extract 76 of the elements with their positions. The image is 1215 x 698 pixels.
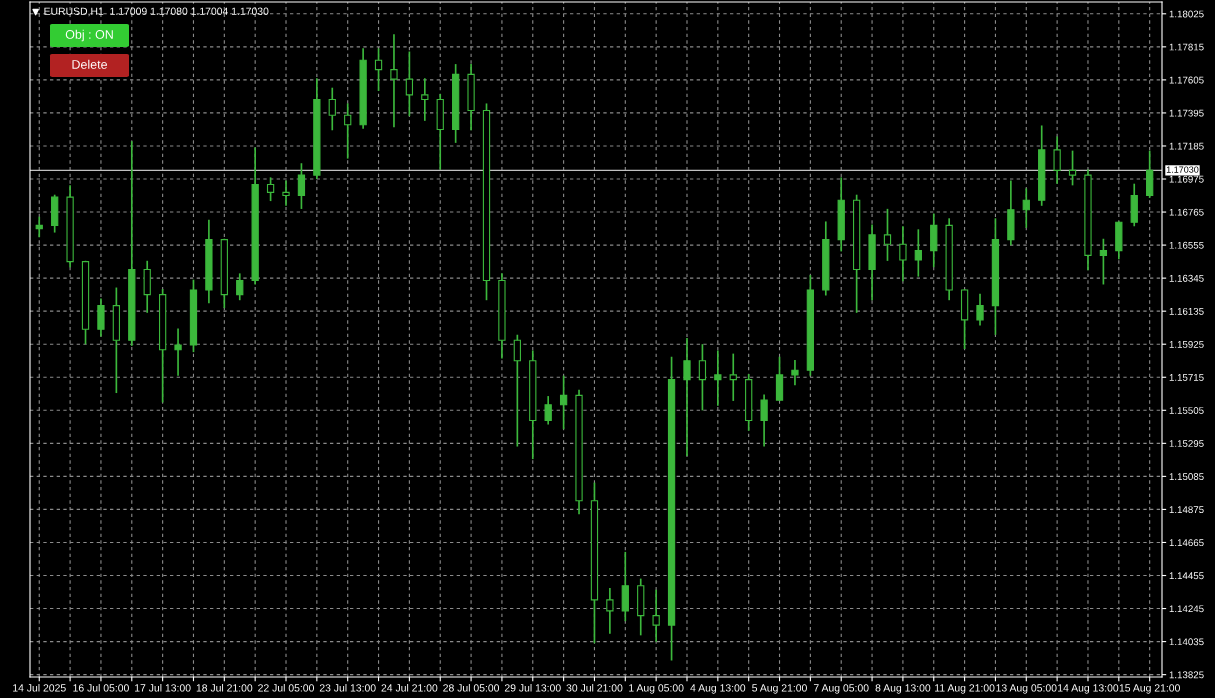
- annotation: Obj : ON: [65, 29, 113, 42]
- candlestick: [513, 334, 521, 447]
- candlestick: [559, 375, 568, 430]
- x-tick-label: 15 Aug 21:00: [1119, 684, 1180, 694]
- x-tick-label: 11 Aug 21:00: [935, 684, 995, 694]
- candlestick: [1099, 238, 1108, 285]
- x-tick-label: 13 Aug 05:00: [996, 684, 1057, 694]
- candlestick: [883, 208, 892, 261]
- candlestick: [683, 337, 691, 456]
- y-tick-label: 1.13825: [1169, 671, 1204, 679]
- y-tick-label: 1.15085: [1169, 473, 1204, 481]
- y-tick-label: 1.16975: [1169, 175, 1204, 183]
- x-tick-label: 23 Jul 13:00: [319, 683, 376, 692]
- x-tick-label: 16 Jul 05:00: [73, 683, 129, 692]
- candlestick: [914, 229, 922, 277]
- y-tick-label: 1.17815: [1169, 43, 1204, 51]
- x-tick-label: 5 Aug 21:00: [752, 684, 807, 694]
- candlestick: [1053, 136, 1061, 184]
- candlestick: [282, 180, 290, 206]
- candlestick: [421, 78, 429, 121]
- y-tick-label: 1.16345: [1169, 274, 1204, 282]
- candlestick: [976, 293, 984, 326]
- candlestick: [606, 588, 614, 634]
- y-tick-label: 1.17605: [1169, 76, 1204, 84]
- candlestick: [899, 226, 907, 282]
- annotation: Delete: [72, 59, 108, 69]
- x-tick-label: 14 Aug 13:00: [1058, 684, 1119, 694]
- candlestick: [1068, 150, 1077, 186]
- y-tick-label: 1.15505: [1169, 407, 1204, 414]
- candlestick: [714, 350, 722, 406]
- candlestick: [236, 273, 244, 301]
- candlestick: [266, 177, 275, 202]
- y-tick-label: 1.18025: [1169, 10, 1204, 18]
- y-tick-label: 1.15925: [1169, 340, 1204, 348]
- candlestick: [297, 163, 306, 209]
- x-tick-label: 14 Jul 2025: [13, 683, 66, 692]
- candlestick: [729, 353, 737, 401]
- y-tick-label: 1.14665: [1169, 539, 1204, 547]
- candlestick: [760, 394, 768, 447]
- candlestick: [1022, 188, 1030, 228]
- y-tick-label: 1.17395: [1169, 109, 1204, 117]
- x-tick-label: 28 Jul 05:00: [443, 683, 500, 692]
- candlestick: [374, 48, 383, 91]
- y-tick-label: 1.15295: [1169, 440, 1204, 447]
- x-tick-label: 7 Aug 05:00: [813, 684, 869, 694]
- x-tick-label: 18 Jul 21:00: [196, 683, 253, 692]
- y-tick-label: 1.15715: [1169, 374, 1204, 381]
- chart-title: EURUSD,H1 1.17009 1.17080 1.17004 1.17030: [44, 7, 269, 17]
- y-tick-label: 1.14245: [1169, 605, 1204, 613]
- candlestick: [174, 328, 182, 376]
- candlestick: [97, 298, 105, 337]
- y-tick-label: 1.16135: [1169, 307, 1204, 315]
- x-tick-label: 1 Aug 05:00: [629, 684, 684, 694]
- x-tick-label: 30 Jul 21:00: [566, 683, 623, 692]
- candlestick: [328, 87, 336, 131]
- candlestick: [544, 396, 552, 425]
- candlestick: [390, 34, 398, 128]
- ref-line-label: 1.17030: [1166, 166, 1199, 173]
- candlestick: [35, 216, 43, 238]
- x-tick-label: 8 Aug 13:00: [875, 684, 931, 694]
- candlestick: [698, 344, 707, 411]
- candlestick: [405, 51, 414, 117]
- y-tick-label: 1.17185: [1169, 142, 1204, 150]
- x-tick-label: 29 Jul 13:00: [504, 683, 561, 692]
- candlestick: [652, 589, 660, 642]
- candlestick: [791, 359, 799, 386]
- candlestick: [344, 103, 352, 159]
- y-tick-label: 1.14035: [1169, 638, 1204, 646]
- y-tick-label: 1.14875: [1169, 506, 1204, 514]
- y-tick-label: 1.16765: [1169, 208, 1204, 216]
- y-tick-label: 1.16555: [1169, 241, 1204, 249]
- y-tick-label: 1.14455: [1169, 572, 1204, 580]
- x-tick-label: 22 Jul 05:00: [258, 683, 314, 692]
- x-tick-label: 17 Jul 13:00: [135, 683, 191, 692]
- x-tick-label: 4 Aug 13:00: [690, 684, 746, 694]
- x-tick-label: 24 Jul 21:00: [381, 683, 438, 692]
